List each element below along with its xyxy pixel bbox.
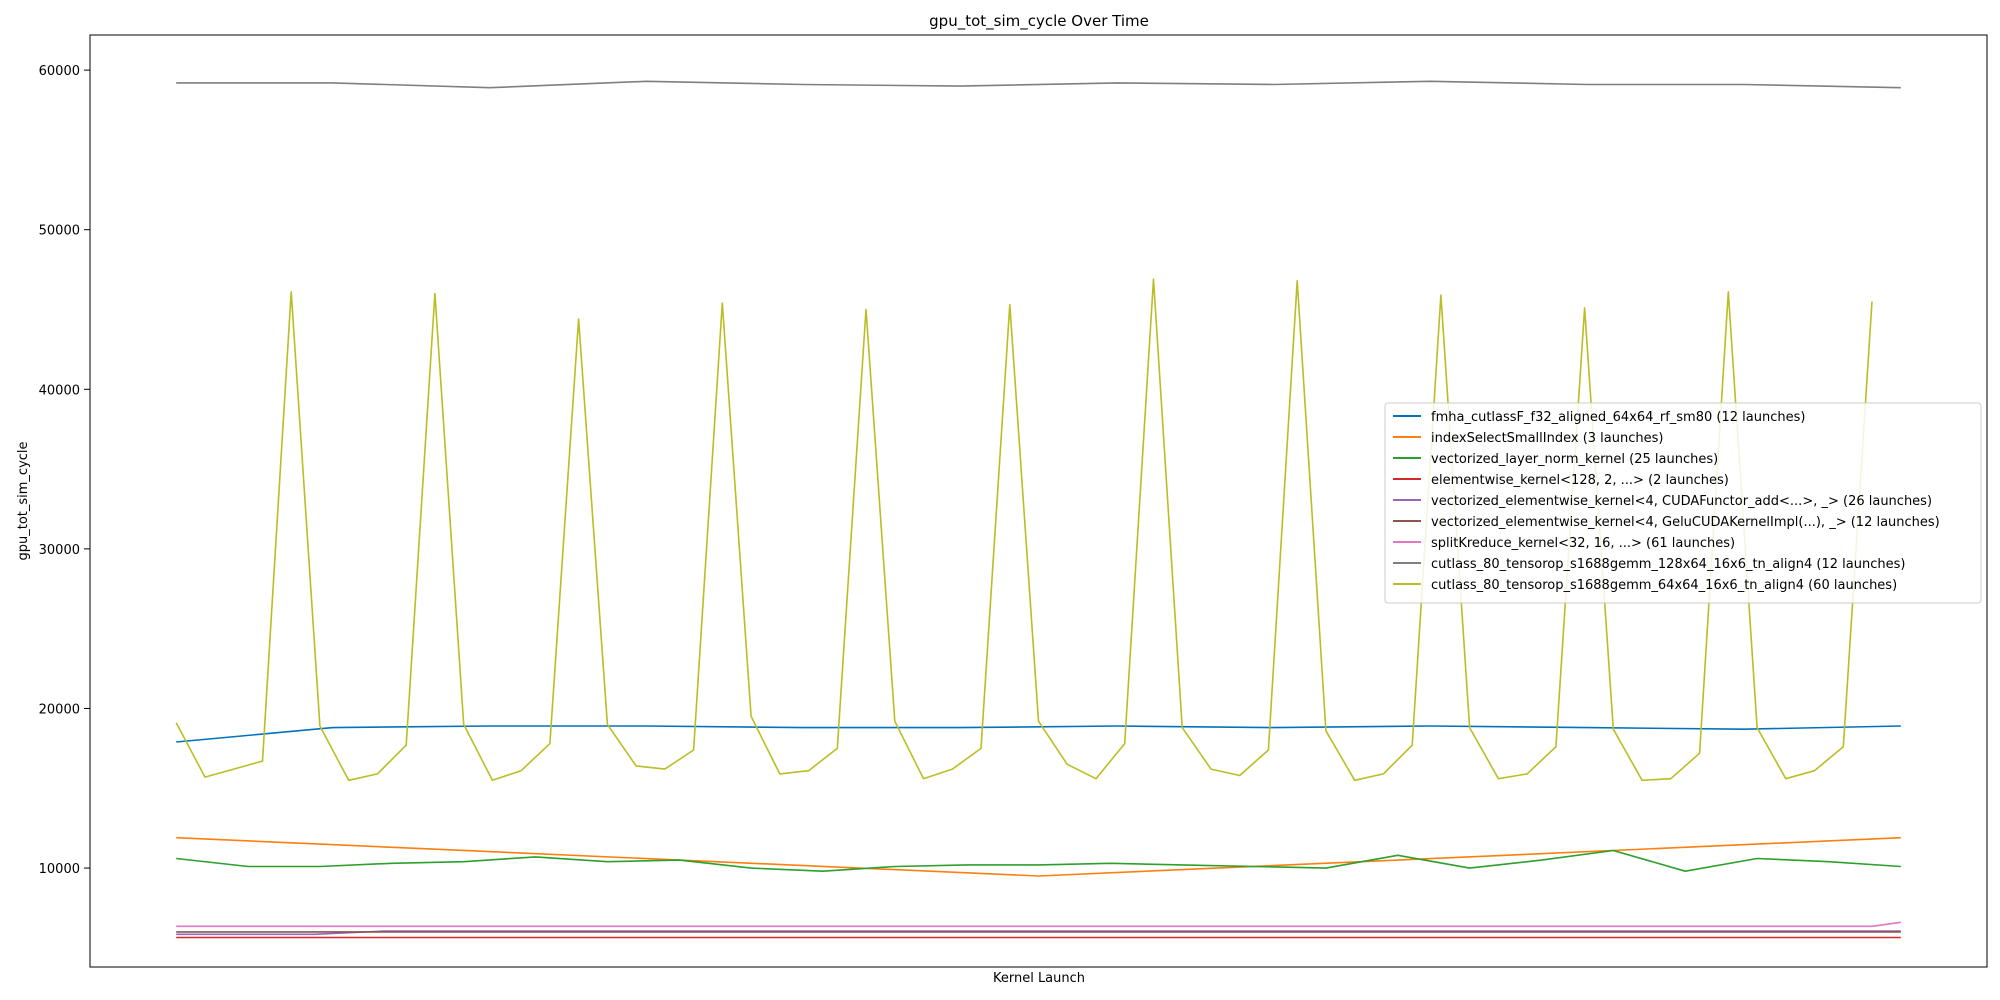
legend-box bbox=[1384, 402, 1982, 604]
y-tick-label: 50000 bbox=[39, 224, 80, 239]
legend-entry-label: fmha_cutlassF_f32_aligned_64x64_rf_sm80 … bbox=[1431, 410, 1805, 425]
y-axis-ticks: 10000 20000 30000 40000 50000 60000 bbox=[39, 64, 90, 877]
y-tick-label: 30000 bbox=[39, 543, 80, 558]
chart-title: gpu_tot_sim_cycle Over Time bbox=[929, 12, 1149, 31]
y-axis-label: gpu_tot_sim_cycle bbox=[16, 441, 31, 560]
series-line-7 bbox=[176, 921, 1901, 928]
legend-entry-label: cutlass_80_tensorop_s1688gemm_128x64_16x… bbox=[1431, 557, 1905, 572]
legend-entry-label: vectorized_elementwise_kernel<4, CUDAFun… bbox=[1431, 494, 1932, 509]
series-lines bbox=[175, 80, 1901, 939]
legend-entry-label: vectorized_elementwise_kernel<4, GeluCUD… bbox=[1431, 515, 1940, 530]
y-tick-label: 10000 bbox=[39, 862, 80, 877]
legend: fmha_cutlassF_f32_aligned_64x64_rf_sm80 … bbox=[1384, 402, 1982, 604]
legend-entry-label: vectorized_layer_norm_kernel (25 launche… bbox=[1431, 452, 1718, 467]
series-line-1 bbox=[176, 725, 1901, 743]
plot-frame bbox=[89, 34, 1988, 968]
legend-entry-label: indexSelectSmallIndex (3 launches) bbox=[1431, 431, 1663, 446]
y-tick-label: 20000 bbox=[39, 702, 80, 717]
legend-entry-label: splitKreduce_kernel<32, 16, ...> (61 lau… bbox=[1431, 536, 1735, 551]
series-line-8 bbox=[176, 80, 1901, 89]
series-line-2 bbox=[176, 836, 1901, 877]
series-line-9 bbox=[175, 278, 1873, 782]
legend-entry-label: cutlass_80_tensorop_s1688gemm_64x64_16x6… bbox=[1431, 578, 1897, 593]
y-tick-label: 40000 bbox=[39, 383, 80, 398]
x-axis-label: Kernel Launch bbox=[993, 971, 1085, 986]
y-tick-label: 60000 bbox=[39, 64, 80, 79]
series-line-3 bbox=[176, 849, 1901, 873]
series-line-5 bbox=[176, 930, 1901, 936]
legend-entry-label: elementwise_kernel<128, 2, ...> (2 launc… bbox=[1431, 473, 1729, 488]
